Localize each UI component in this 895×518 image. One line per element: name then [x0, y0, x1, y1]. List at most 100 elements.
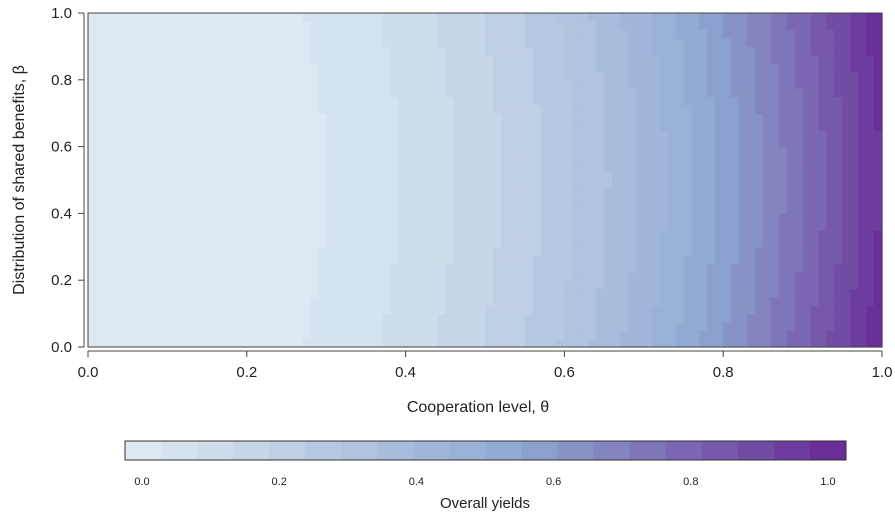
heatmap-cell — [532, 288, 542, 298]
heatmap-cell — [88, 146, 97, 156]
heatmap-cell — [643, 288, 653, 298]
heatmap-cell — [731, 46, 740, 56]
heatmap-cell — [747, 246, 756, 256]
heatmap-cell — [88, 213, 97, 223]
heatmap-cell — [381, 54, 391, 64]
heatmap-cell — [643, 321, 653, 331]
heatmap-cell — [381, 88, 391, 98]
heatmap-cell — [612, 104, 621, 114]
heatmap-cell — [230, 88, 240, 98]
heatmap-cell — [572, 313, 581, 323]
heatmap-cell — [715, 88, 724, 98]
colorbar-swatch — [701, 441, 739, 460]
heatmap-cell — [421, 321, 431, 331]
heatmap-cell — [810, 96, 820, 106]
heatmap-cell — [667, 163, 677, 173]
heatmap-cell — [254, 154, 264, 164]
heatmap-cell — [254, 63, 264, 73]
heatmap-cell — [723, 13, 732, 22]
heatmap-cell — [612, 305, 621, 315]
heatmap-cell — [477, 79, 486, 89]
heatmap-cell — [596, 121, 605, 131]
heatmap-cell — [222, 330, 232, 340]
heatmap-cell — [143, 104, 153, 114]
heatmap-cell — [540, 330, 550, 340]
heatmap-cell — [492, 280, 502, 290]
heatmap-cell — [492, 29, 502, 39]
heatmap-cell — [715, 29, 724, 39]
heatmap-cell — [302, 213, 311, 223]
heatmap-cell — [183, 29, 192, 39]
heatmap-cell — [731, 188, 740, 198]
heatmap-cell — [151, 238, 161, 248]
colorbar-tick-label: 0.6 — [546, 476, 561, 488]
heatmap-cell — [88, 288, 97, 298]
heatmap-cell — [405, 313, 415, 323]
heatmap-cell — [302, 188, 311, 198]
heatmap-cell — [286, 113, 296, 123]
heatmap-cell — [794, 71, 804, 81]
heatmap-cell — [246, 205, 256, 214]
heatmap-cell — [762, 255, 772, 265]
heatmap-cell — [175, 113, 184, 123]
heatmap-cell — [612, 255, 621, 265]
heatmap-cell — [286, 296, 296, 306]
heatmap-cell — [103, 305, 113, 315]
heatmap-cell — [627, 46, 637, 56]
heatmap-cell — [270, 29, 280, 39]
heatmap-cell — [365, 238, 375, 248]
heatmap-cell — [651, 263, 661, 273]
heatmap-cell — [651, 338, 661, 348]
heatmap-cell — [334, 246, 343, 256]
heatmap-cell — [524, 305, 534, 315]
heatmap-cell — [747, 255, 756, 265]
heatmap-cell — [691, 88, 700, 98]
heatmap-cell — [572, 38, 581, 47]
heatmap-cell — [516, 171, 526, 181]
heatmap-cell — [270, 305, 280, 315]
heatmap-cell — [485, 71, 494, 81]
heatmap-cell — [326, 321, 335, 331]
heatmap-cell — [310, 213, 319, 223]
heatmap-cell — [88, 63, 97, 73]
heatmap-cell — [95, 63, 105, 73]
heatmap-cell — [469, 205, 478, 214]
heatmap-cell — [492, 96, 502, 106]
heatmap-cell — [373, 163, 383, 173]
heatmap-cell — [850, 221, 859, 231]
heatmap-cell — [731, 288, 740, 298]
heatmap-cell — [334, 188, 343, 198]
heatmap-cell — [453, 221, 462, 231]
heatmap-cell — [524, 104, 534, 114]
heatmap-cell — [715, 196, 724, 206]
heatmap-cell — [699, 196, 708, 206]
heatmap-cell — [175, 280, 184, 290]
heatmap-cell — [866, 46, 875, 56]
heatmap-cell — [794, 296, 804, 306]
heatmap-cell — [381, 288, 391, 298]
heatmap-cell — [405, 54, 415, 64]
heatmap-cell — [850, 163, 859, 173]
heatmap-cell — [413, 188, 423, 198]
heatmap-cell — [675, 46, 685, 56]
heatmap-cell — [326, 280, 335, 290]
heatmap-cell — [723, 46, 732, 56]
heatmap-cell — [405, 96, 415, 106]
heatmap-cell — [95, 330, 105, 340]
heatmap-cell — [715, 96, 724, 106]
heatmap-cell — [222, 113, 232, 123]
heatmap-cell — [445, 154, 454, 164]
heatmap-cell — [866, 288, 875, 298]
heatmap-cell — [667, 121, 677, 131]
heatmap-cell — [675, 271, 685, 281]
heatmap-cell — [739, 338, 748, 348]
heatmap-cell — [485, 330, 494, 340]
heatmap-cell — [302, 146, 311, 156]
heatmap-cell — [540, 230, 550, 240]
heatmap-cell — [739, 121, 748, 131]
heatmap-cell — [699, 213, 708, 223]
heatmap-cell — [818, 280, 828, 290]
heatmap-cell — [731, 171, 740, 181]
heatmap-cell — [191, 154, 200, 164]
heatmap-cell — [596, 138, 605, 148]
